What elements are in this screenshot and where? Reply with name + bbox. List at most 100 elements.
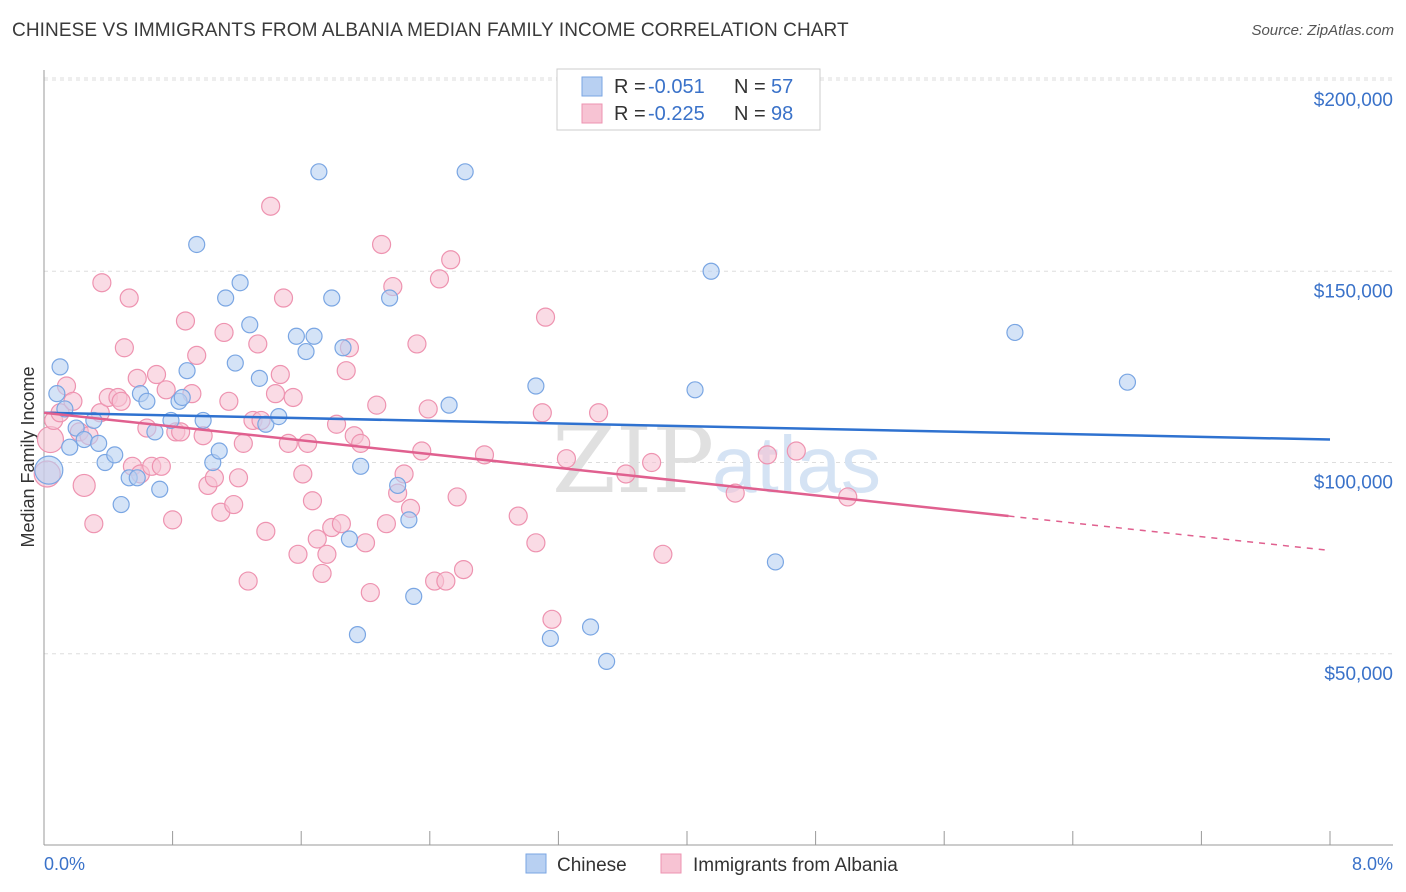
chinese-point-28 — [231, 274, 249, 292]
chinese-point-25 — [210, 442, 228, 460]
series-chinese-points — [34, 163, 1137, 671]
chinese-point-33 — [287, 327, 305, 345]
legend-r-label-albania: R = — [614, 103, 646, 125]
albania-point-36 — [219, 391, 239, 411]
albania-point-52 — [293, 464, 313, 484]
stats-legend: R = -0.051 N = 57 R = -0.225 N = 98 — [556, 68, 821, 131]
trend-line-albania — [43, 411, 1009, 518]
chinese-point-20 — [173, 388, 191, 407]
x-axis-ticks — [43, 831, 1331, 845]
legend-swatch-chinese — [581, 76, 603, 97]
y-axis-label: Median Family Income — [18, 366, 38, 547]
trend-lines — [43, 411, 1331, 552]
chinese-point-49 — [541, 629, 559, 648]
bottom-legend-label-albania: Immigrants from Albania — [693, 855, 898, 876]
albania-point-75 — [412, 441, 432, 461]
chinese-point-37 — [323, 289, 341, 307]
albania-point-61 — [336, 361, 356, 381]
legend-n-label-chinese: N = — [734, 76, 766, 98]
legend-swatch-albania — [581, 103, 603, 124]
trend-line-chinese — [43, 411, 1331, 441]
albania-point-50 — [283, 387, 303, 408]
albania-point-89 — [556, 449, 577, 469]
albania-point-44 — [256, 521, 276, 541]
x-tick-label-min: 0.0% — [44, 854, 85, 874]
legend-r-value-albania: -0.225 — [648, 103, 705, 125]
albania-point-65 — [355, 533, 376, 553]
albania-point-7 — [72, 473, 96, 498]
chinese-point-46 — [440, 396, 458, 414]
bottom-legend-swatch-chinese — [525, 853, 547, 874]
albania-point-82 — [453, 559, 474, 580]
chinese-point-11 — [112, 495, 130, 514]
albania-point-14 — [111, 391, 131, 411]
albania-point-23 — [151, 456, 171, 476]
chinese-point-51 — [598, 652, 616, 671]
trend-line-albania-extension — [1008, 515, 1331, 552]
chinese-point-2 — [51, 358, 69, 376]
bottom-legend-label-chinese: Chinese — [557, 855, 627, 876]
albania-point-35 — [214, 322, 234, 343]
albania-point-67 — [367, 395, 387, 415]
legend-n-label-albania: N = — [734, 103, 766, 125]
albania-point-37 — [224, 494, 244, 515]
albania-point-64 — [351, 433, 371, 453]
chinese-point-0 — [34, 455, 64, 485]
chinese-point-1 — [48, 385, 66, 403]
albania-point-78 — [429, 269, 450, 289]
albania-point-85 — [526, 533, 546, 553]
chinese-point-15 — [138, 392, 156, 410]
albania-point-11 — [92, 273, 112, 293]
chinese-point-45 — [405, 587, 423, 605]
albania-point-39 — [233, 433, 253, 453]
albania-point-86 — [532, 403, 552, 423]
legend-n-value-albania: 98 — [771, 103, 793, 125]
chinese-point-41 — [352, 457, 370, 475]
albania-point-54 — [302, 491, 323, 511]
chinese-point-54 — [766, 553, 785, 571]
y-tick-label-0: $50,000 — [1324, 664, 1393, 685]
series-legend: Chinese Immigrants from Albania — [525, 853, 898, 876]
albania-point-16 — [119, 288, 139, 308]
chinese-point-13 — [128, 469, 146, 487]
albania-point-92 — [653, 544, 673, 564]
albania-point-24 — [156, 380, 176, 400]
albania-point-74 — [407, 334, 427, 354]
albania-point-80 — [441, 250, 461, 270]
albania-point-56 — [312, 563, 332, 584]
albania-point-28 — [175, 311, 196, 331]
chinese-point-10 — [106, 446, 124, 464]
chinese-point-27 — [226, 354, 244, 372]
chinese-point-35 — [305, 327, 323, 345]
chart-title: CHINESE VS IMMIGRANTS FROM ALBANIA MEDIA… — [12, 20, 849, 41]
chinese-point-38 — [334, 339, 352, 357]
albania-point-46 — [265, 384, 286, 404]
chinese-point-26 — [217, 289, 235, 307]
chinese-point-50 — [581, 618, 600, 636]
chinese-point-4 — [61, 438, 79, 456]
albania-point-38 — [228, 468, 249, 488]
albania-point-69 — [376, 514, 396, 534]
legend-n-value-chinese: 57 — [771, 76, 793, 98]
chinese-point-44 — [400, 511, 418, 529]
chinese-point-43 — [389, 476, 407, 495]
chinese-point-30 — [250, 369, 269, 387]
chinese-point-39 — [340, 530, 359, 548]
albania-point-93 — [725, 483, 745, 503]
chinese-point-53 — [702, 262, 720, 280]
albania-point-15 — [114, 338, 134, 358]
albania-point-96 — [757, 445, 777, 465]
x-tick-label-max: 8.0% — [1352, 854, 1393, 874]
chinese-point-36 — [310, 163, 328, 181]
albania-point-84 — [508, 506, 528, 526]
albania-point-81 — [447, 487, 467, 507]
albania-point-79 — [436, 571, 456, 591]
y-tick-label-3: $200,000 — [1314, 90, 1393, 111]
chinese-point-55 — [1006, 323, 1024, 342]
albania-point-18 — [127, 368, 147, 388]
y-tick-label-1: $100,000 — [1314, 473, 1393, 494]
albania-point-33 — [204, 468, 224, 488]
albania-point-60 — [331, 514, 351, 534]
chinese-point-34 — [297, 342, 315, 361]
